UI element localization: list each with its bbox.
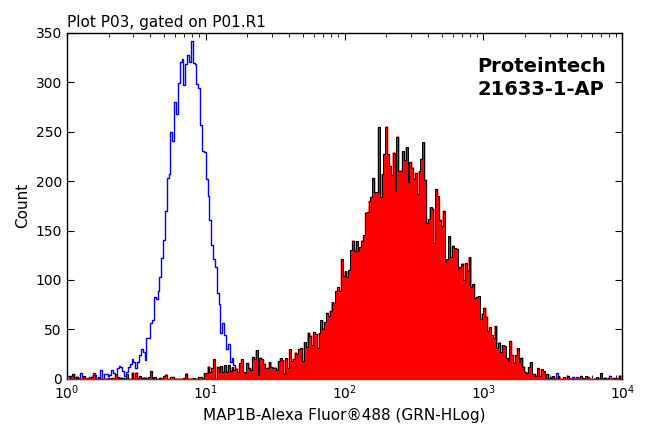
X-axis label: MAP1B-Alexa Fluor®488 (GRN-HLog): MAP1B-Alexa Fluor®488 (GRN-HLog): [203, 408, 486, 423]
Text: Proteintech
21633-1-AP: Proteintech 21633-1-AP: [477, 57, 606, 99]
Y-axis label: Count: Count: [15, 183, 30, 228]
Text: Plot P03, gated on P01.R1: Plot P03, gated on P01.R1: [67, 15, 266, 30]
